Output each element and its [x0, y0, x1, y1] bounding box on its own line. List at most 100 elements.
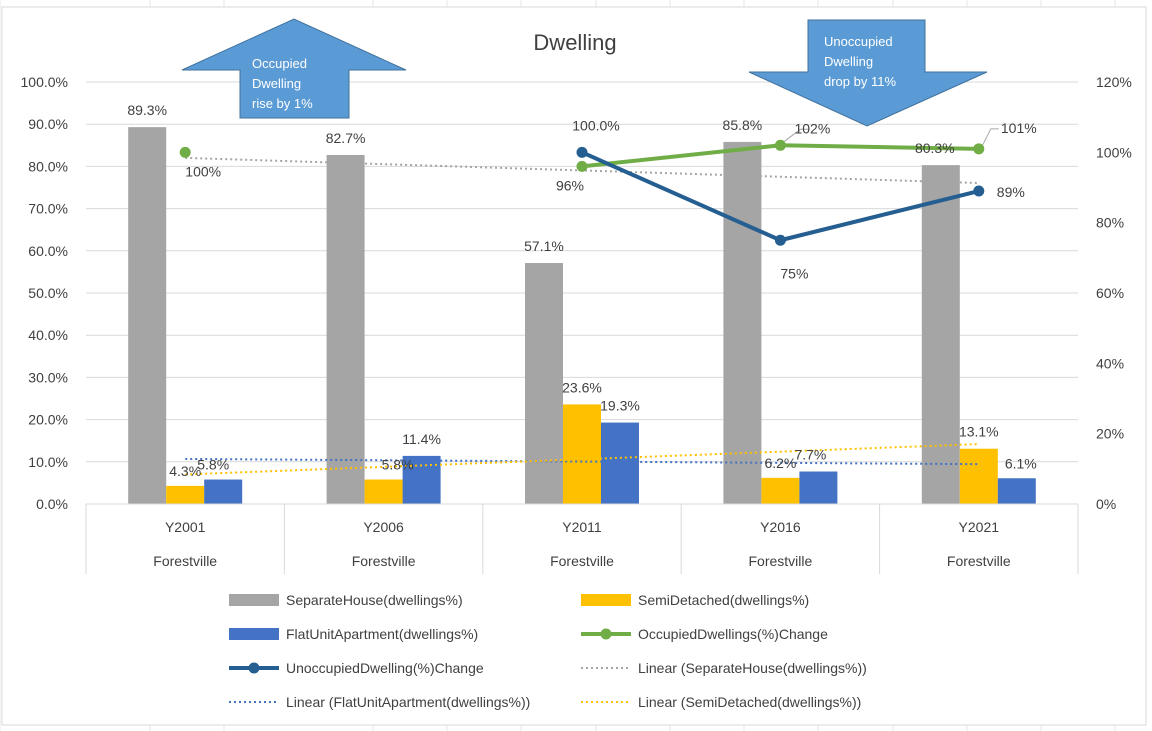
y-left-tick-label: 60.0% — [28, 243, 68, 259]
x-tick-label: Y2016 — [760, 519, 801, 535]
y-right-tick-label: 40% — [1096, 355, 1124, 371]
leader-line — [784, 128, 809, 142]
trendline[interactable] — [185, 443, 979, 476]
legend-label[interactable]: OccupiedDwellings(%)Change — [638, 626, 828, 642]
bar[interactable] — [204, 479, 243, 504]
bar[interactable] — [402, 455, 441, 504]
y-right-tick-label: 20% — [1096, 426, 1124, 442]
bar[interactable] — [128, 127, 167, 505]
legend-label[interactable]: UnoccupiedDwelling(%)Change — [286, 660, 484, 676]
chart-title[interactable]: Dwelling — [533, 30, 616, 55]
y-left-tick-label: 100.0% — [21, 74, 68, 90]
bar[interactable] — [799, 471, 838, 504]
bar-data-label: 19.3% — [600, 398, 640, 414]
y-left-tick-label: 40.0% — [28, 327, 68, 343]
legend-label[interactable]: SemiDetached(dwellings%) — [638, 592, 809, 608]
bar-data-label: 7.7% — [794, 447, 826, 463]
y-right-tick-label: 120% — [1096, 74, 1132, 90]
x-tick-label: Y2011 — [562, 519, 602, 535]
annotation-text: drop by 11% — [824, 74, 896, 89]
bar[interactable] — [166, 485, 205, 504]
bar-data-label: 23.6% — [562, 379, 602, 395]
legend-label[interactable]: SeparateHouse(dwellings%) — [286, 592, 463, 608]
y-left-tick-label: 50.0% — [28, 285, 68, 301]
x-group-label: Forestville — [947, 553, 1011, 569]
y-right-tick-label: 100% — [1096, 144, 1132, 160]
bar-data-label: 6.2% — [764, 455, 796, 471]
line-point[interactable] — [973, 143, 985, 155]
line-data-label: 101% — [1001, 120, 1037, 136]
line-point[interactable] — [774, 234, 786, 246]
y-left-tick-label: 30.0% — [28, 369, 68, 385]
legend-label[interactable]: Linear (SeparateHouse(dwellings%)) — [638, 660, 867, 676]
bar[interactable] — [921, 165, 960, 504]
y-left-tick-label: 70.0% — [28, 201, 68, 217]
y-axis-left: 100.0% 90.0% 80.0% 70.0% 60.0% 50.0% 40.0% 30.0… — [21, 74, 68, 512]
bar[interactable] — [563, 404, 601, 504]
legend-label[interactable]: Linear (FlatUnitApartment(dwellings%)) — [286, 694, 530, 710]
line-data-label: 102% — [794, 120, 830, 136]
legend-marker — [600, 628, 612, 640]
line-point[interactable] — [179, 146, 191, 158]
bar-data-label: 89.3% — [127, 102, 167, 118]
line-point[interactable] — [576, 160, 588, 172]
line-point[interactable] — [576, 146, 588, 158]
x-tick-label: Y2021 — [959, 519, 1000, 535]
legend-swatch — [229, 628, 279, 640]
line-data-label: 100.0% — [572, 117, 619, 133]
x-group-label: Forestville — [749, 553, 813, 569]
y-left-tick-label: 10.0% — [28, 454, 68, 470]
bar[interactable] — [959, 448, 998, 504]
y-left-tick-label: 90.0% — [28, 116, 68, 132]
y-left-tick-label: 0.0% — [36, 496, 68, 512]
annotation-text: Occupied — [252, 56, 307, 71]
line-data-label: 100% — [185, 163, 221, 179]
annotation-text: Unoccupied — [824, 34, 893, 49]
legend-swatch — [581, 594, 631, 606]
bar-data-label: 6.1% — [1005, 455, 1037, 471]
bar[interactable] — [525, 263, 563, 504]
up-arrow-callout[interactable] — [181, 18, 407, 119]
annotations: Occupied Dwelling rise by 1% Unoccupied Dwel… — [181, 18, 988, 127]
line-data-label: 89% — [997, 184, 1025, 200]
y-left-tick-label: 80.0% — [28, 158, 68, 174]
down-arrow-callout[interactable] — [748, 19, 988, 127]
bar[interactable] — [601, 422, 639, 504]
y-right-tick-label: 80% — [1096, 215, 1124, 231]
bar-data-label: 5.8% — [382, 457, 414, 473]
line-data-label: 75% — [780, 265, 808, 281]
legend: SeparateHouse(dwellings%) SemiDetached(dw… — [229, 592, 867, 710]
line-data-label: 96% — [556, 177, 584, 193]
trendline[interactable] — [185, 457, 979, 466]
leader-line — [982, 128, 999, 146]
bar[interactable] — [997, 478, 1036, 504]
bar[interactable] — [364, 479, 403, 504]
bar-data-label: 85.8% — [723, 117, 763, 133]
x-axis: Y2001 Forestville Y2006 Forestville Y2011 For… — [85, 503, 1079, 574]
annotation-text: Dwelling — [252, 76, 301, 91]
y-right-tick-label: 60% — [1096, 285, 1124, 301]
x-tick-label: Y2001 — [165, 519, 206, 535]
legend-swatch — [229, 594, 279, 606]
bar[interactable] — [723, 141, 762, 504]
bar-data-label: 13.1% — [959, 424, 999, 440]
x-group-label: Forestville — [550, 553, 614, 569]
bar-data-label: 4.3% — [169, 463, 201, 479]
line-point[interactable] — [973, 185, 985, 197]
legend-marker — [248, 662, 260, 674]
legend-label[interactable]: FlatUnitApartment(dwellings%) — [286, 626, 478, 642]
y-right-tick-label: 0% — [1096, 496, 1116, 512]
y-left-tick-label: 20.0% — [28, 412, 68, 428]
chart-area[interactable] — [1, 6, 1147, 726]
y-axis-right: 120% 100% 80% 60% 40% 20% 0% — [1096, 74, 1132, 512]
bar-series — [128, 127, 1036, 505]
annotation-text: Dwelling — [824, 54, 873, 69]
bar[interactable] — [326, 155, 365, 505]
line-point[interactable] — [774, 139, 786, 151]
bar[interactable] — [761, 477, 800, 504]
legend-label[interactable]: Linear (SemiDetached(dwellings%)) — [638, 694, 861, 710]
bar-data-label: 80.3% — [915, 140, 955, 156]
x-group-label: Forestville — [153, 553, 217, 569]
annotation-text: rise by 1% — [252, 96, 313, 111]
